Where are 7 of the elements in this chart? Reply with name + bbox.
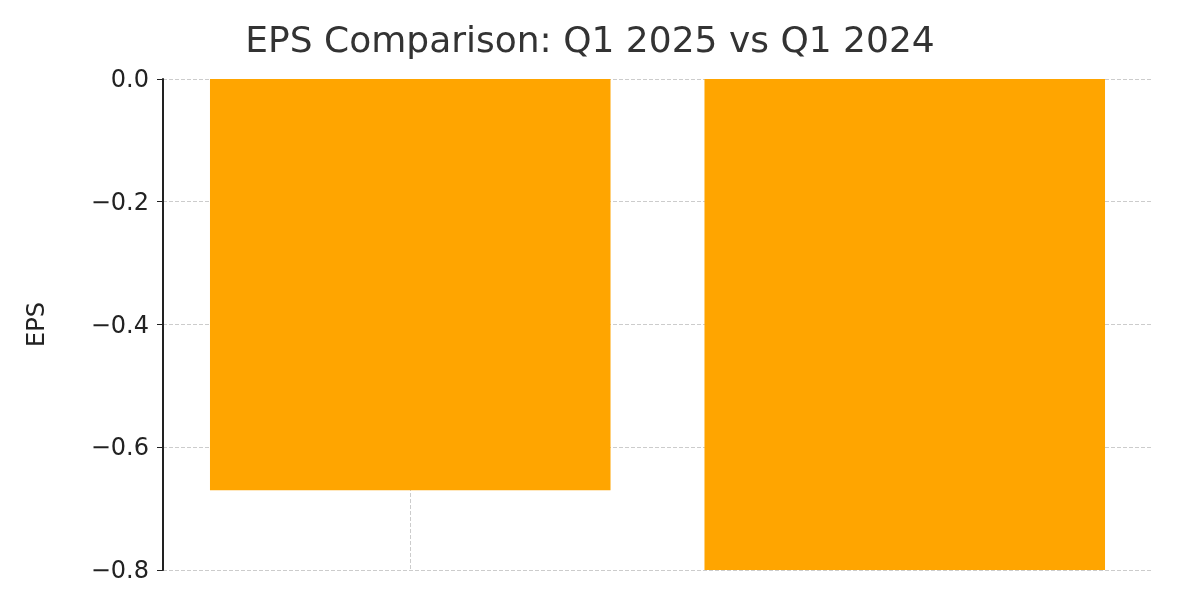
y-axis-title: EPS [22,302,50,347]
y-tick-label: −0.2 [90,187,149,216]
y-tick-label: −0.4 [90,310,149,339]
y-tick-label: −0.8 [90,556,149,584]
y-tick-label: 0.0 [110,65,149,93]
chart-title: EPS Comparison: Q1 2025 vs Q1 2024 [245,18,935,60]
y-tick-label: −0.6 [90,433,149,462]
